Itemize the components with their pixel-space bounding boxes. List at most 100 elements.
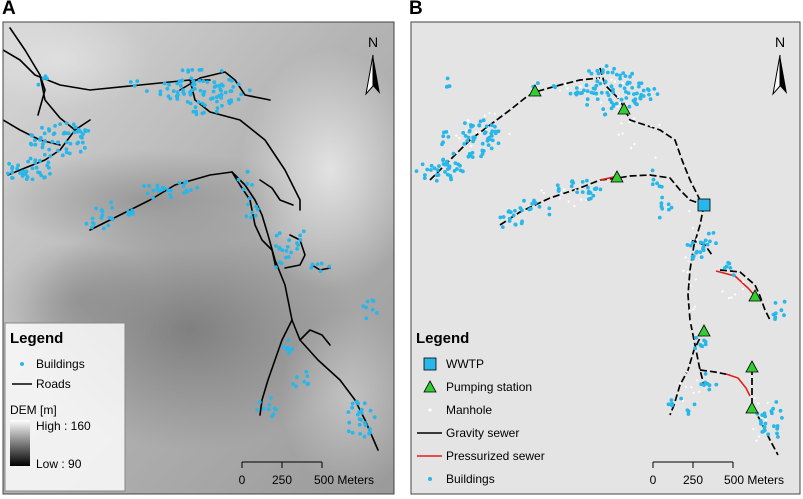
building (469, 124, 474, 129)
building (181, 184, 186, 189)
building (180, 68, 185, 73)
building (601, 68, 605, 72)
legend-a-dem-high: High : 160 (36, 419, 91, 433)
building (155, 183, 160, 188)
building (586, 197, 591, 202)
building (76, 140, 81, 145)
building (261, 406, 266, 411)
building (281, 344, 286, 349)
building (655, 92, 660, 96)
building (773, 315, 778, 320)
building (254, 204, 259, 209)
building (423, 173, 427, 177)
building (585, 103, 589, 107)
building (513, 222, 518, 227)
legend-b-wwtp: WWTP (446, 357, 484, 371)
building (437, 164, 441, 169)
building (7, 161, 11, 166)
building (701, 248, 706, 253)
building (595, 79, 600, 84)
building (547, 212, 552, 217)
building (81, 132, 85, 137)
building (593, 86, 597, 91)
building (556, 188, 561, 192)
manhole (493, 112, 496, 115)
building (36, 170, 40, 175)
building (636, 84, 641, 89)
building (520, 208, 524, 213)
building (197, 79, 202, 83)
building (71, 122, 76, 127)
building (100, 213, 105, 218)
pumping-station (745, 360, 759, 373)
building (28, 156, 33, 161)
building (639, 81, 644, 86)
building (776, 435, 780, 439)
building (182, 191, 187, 195)
road (231, 171, 379, 451)
building (236, 82, 241, 87)
building (296, 243, 301, 248)
manhole (573, 205, 576, 208)
building (191, 79, 196, 84)
north-arrow-right-half (780, 55, 787, 94)
building (29, 133, 34, 137)
building (622, 86, 627, 91)
building (200, 101, 205, 106)
building (481, 149, 486, 153)
building (705, 242, 710, 247)
building (198, 88, 203, 93)
manhole (597, 77, 600, 80)
building (219, 82, 224, 87)
manhole (630, 146, 633, 150)
building (436, 173, 441, 177)
building (202, 89, 207, 94)
building (18, 171, 23, 176)
building (453, 161, 458, 166)
building (162, 81, 167, 86)
building (666, 202, 671, 207)
pumping-station (617, 102, 631, 115)
building (728, 266, 733, 270)
building (507, 219, 512, 223)
building (493, 131, 498, 136)
building (625, 82, 630, 86)
building (612, 66, 616, 71)
building (43, 74, 48, 79)
building (15, 166, 19, 171)
building (181, 90, 186, 95)
building (350, 401, 355, 406)
building (368, 408, 373, 413)
building (707, 387, 712, 392)
legend-a-dem-low: Low : 90 (36, 457, 82, 471)
building (699, 255, 704, 259)
building (362, 434, 367, 439)
building (496, 129, 501, 134)
manhole (721, 290, 724, 293)
manhole (650, 125, 653, 128)
north-arrow: N (365, 34, 380, 96)
building (248, 196, 252, 201)
building (356, 401, 360, 406)
building (30, 177, 35, 182)
building (270, 414, 274, 419)
manhole (682, 269, 685, 272)
building (688, 243, 693, 248)
building (487, 135, 492, 140)
building (357, 417, 362, 421)
building (530, 201, 535, 206)
building (498, 215, 503, 220)
building (358, 432, 362, 436)
building (255, 207, 260, 212)
pumping-station (697, 324, 711, 337)
manhole (617, 133, 620, 136)
building (64, 121, 69, 126)
building (177, 180, 182, 185)
manhole (455, 134, 458, 137)
building (16, 163, 20, 168)
road (179, 71, 271, 101)
building (584, 83, 589, 88)
building (547, 206, 552, 211)
manhole (610, 78, 613, 81)
building (23, 172, 28, 177)
